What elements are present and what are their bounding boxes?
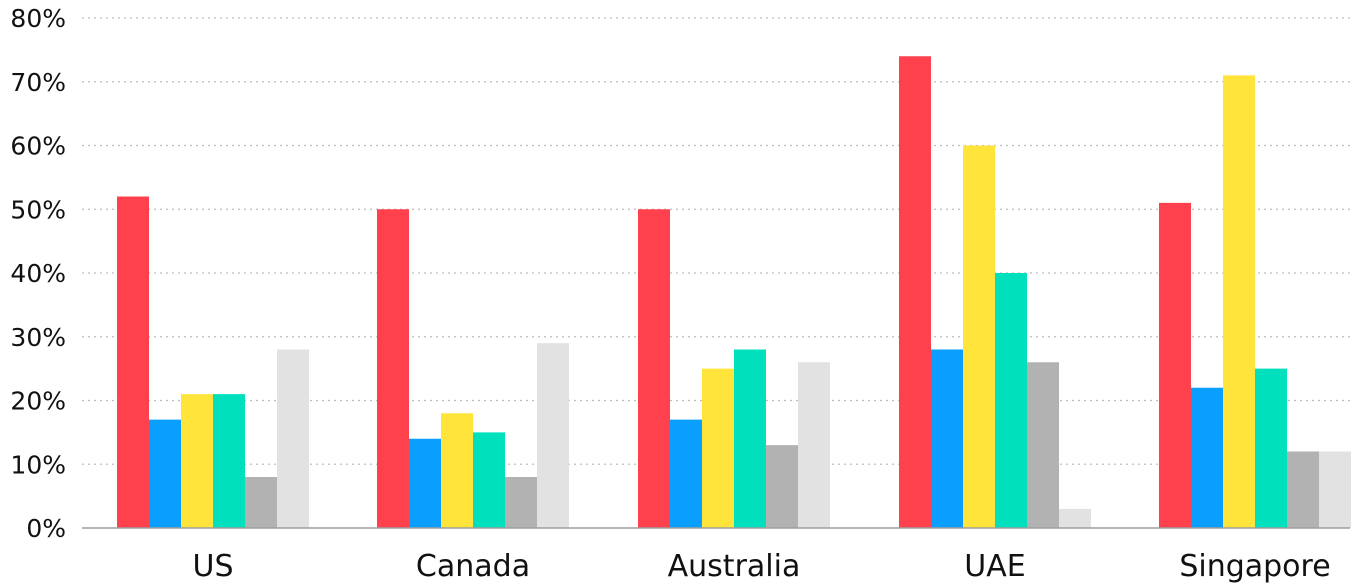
x-category-label: UAE [964,549,1025,584]
bar-group-canada [377,209,569,528]
bar [963,145,995,528]
y-tick-label: 30% [10,323,66,352]
bar-group-singapore [1159,75,1351,528]
bar [1191,387,1223,528]
x-category-label: Canada [416,549,530,584]
y-tick-label: 40% [10,259,66,288]
bar [1287,451,1319,528]
bar [702,368,734,528]
bar [213,394,245,528]
bar [995,273,1027,528]
bars [117,56,1351,528]
bar [931,349,963,528]
bar [473,432,505,528]
bar [1255,368,1287,528]
bar [149,419,181,528]
bar [441,413,473,528]
y-tick-label: 70% [10,68,66,97]
y-tick-label: 50% [10,195,66,224]
y-tick-label: 80% [10,4,66,33]
x-category-label: Australia [668,549,801,584]
bar [181,394,213,528]
bar [277,349,309,528]
bar [1059,508,1091,528]
bar [798,362,830,528]
bar [409,438,441,528]
bar [377,209,409,528]
x-axis-categories: US Canada Australia UAE Singapore [192,549,1330,584]
y-axis-ticks: 0% 10% 20% 30% 40% 50% 60% 70% 80% [10,4,66,543]
y-tick-label: 60% [10,132,66,161]
bar-group-us [117,196,309,528]
bar [245,477,277,528]
bar [505,477,537,528]
y-tick-label: 10% [10,450,66,479]
bar [1027,362,1059,528]
bar [1319,451,1351,528]
bar [670,419,702,528]
bar [1223,75,1255,528]
bar [1159,202,1191,528]
bar-group-uae [899,56,1091,528]
y-tick-label: 20% [10,387,66,416]
y-tick-label: 0% [26,514,66,543]
bar [766,445,798,528]
x-category-label: US [192,549,233,584]
bar [899,56,931,528]
bar [537,343,569,528]
bar [117,196,149,528]
x-category-label: Singapore [1179,549,1330,584]
bar-group-australia [638,209,830,528]
bar [638,209,670,528]
bar [734,349,766,528]
